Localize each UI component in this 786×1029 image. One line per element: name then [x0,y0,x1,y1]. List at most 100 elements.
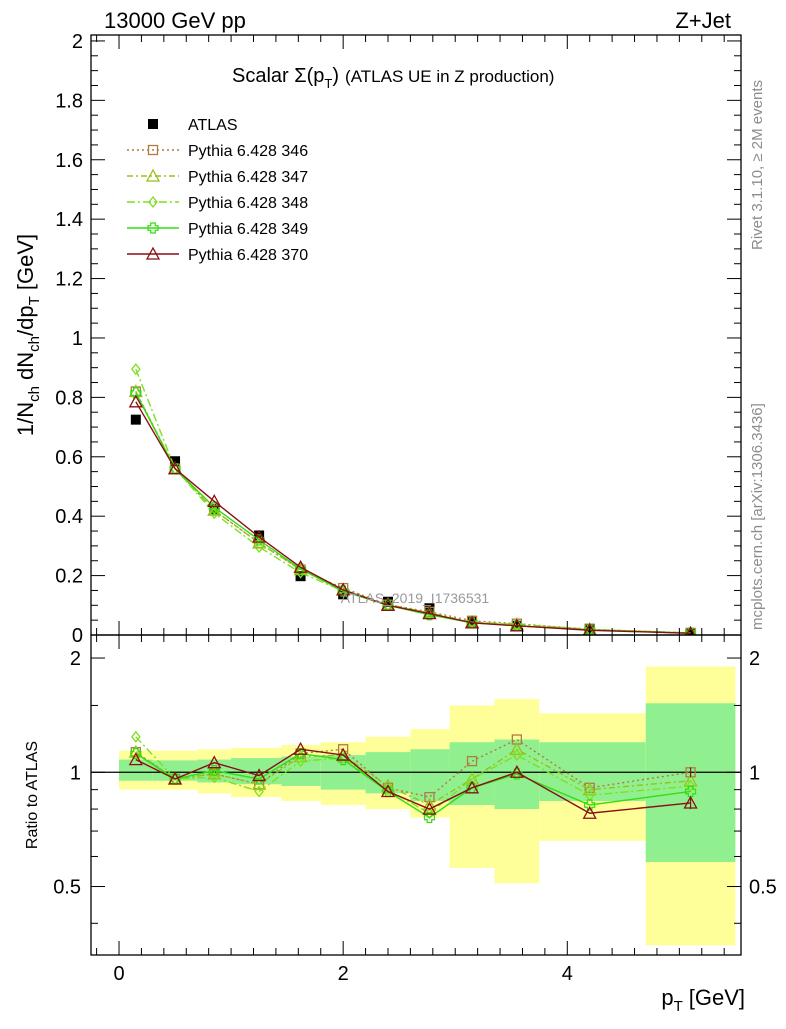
ratio-line-pythia-6-428-370 [135,748,691,814]
legend-label-atlas: ATLAS [188,117,238,134]
header-left: 13000 GeV pp [104,8,246,33]
ratio-point-pythia-6-428-370 [509,764,524,778]
legend-label-pythia-6-428-348: Pythia 6.428 348 [188,195,308,212]
ratio-point-pythia-6-428-348 [254,785,264,798]
legend-label-pythia-6-428-370: Pythia 6.428 370 [188,247,308,264]
legend-marker-pythia-6-428-348 [148,195,158,209]
ratio-point-pythia-6-428-370 [380,784,396,798]
y-tick-label: 0.6 [55,447,83,469]
ratio-point-pythia-6-428-346 [424,791,435,803]
main-series-lines [128,363,697,635]
mcplots-label: mcplots.cern.ch [arXiv:1306.3436] [749,403,766,630]
y-tick-label: 0 [72,625,83,647]
axes: 00.20.40.60.811.21.41.61.820 2 40.5 0.51 12 2 [53,31,777,985]
point-atlas [685,627,696,635]
ratio-line-pythia-6-428-348 [135,736,691,815]
y-tick-label: 1 [72,328,83,350]
legend-marker-pythia-6-428-370 [145,246,161,260]
ratio-point-pythia-6-428-348 [467,772,477,786]
ratio-point-pythia-6-428-349 [253,773,265,785]
ratio-point-pythia-6-428-349 [684,785,697,798]
ratio-point-pythia-6-428-370 [464,780,480,794]
point-pythia-6-428-370 [167,461,183,475]
ratio-point-pythia-6-428-370 [207,755,222,769]
y-tick-label: 1.8 [55,90,83,112]
point-pythia-6-428-348 [130,363,141,376]
ratio-point-pythia-6-428-348 [512,749,522,762]
ratio-point-pythia-6-428-347 [683,773,698,787]
ratio-point-pythia-6-428-347 [252,776,267,790]
point-pythia-6-428-370 [207,493,222,507]
ratio-point-pythia-6-428-348 [685,779,696,793]
ratio-point-pythia-6-428-349 [208,765,220,777]
y-tick-label: 1.2 [55,269,83,291]
point-pythia-6-428-370 [252,529,267,543]
ratio-point-pythia-6-428-347 [509,741,524,755]
y-tick-label: 0.4 [55,506,83,528]
ratio-point-pythia-6-428-370 [582,805,597,819]
ratio-tick-label-right: 2 [749,648,760,670]
point-pythia-6-428-370 [583,622,597,635]
x-tick-label: 2 [338,963,349,985]
legend-marker-pythia-6-428-347 [145,168,161,182]
band-inner [152,760,198,781]
point-pythia-6-428-370 [464,615,480,629]
y-tick-label: 1.6 [55,150,83,172]
point-atlas [295,571,306,582]
ratio-point-pythia-6-428-349 [423,811,436,824]
ratio-point-pythia-6-428-348 [295,755,306,768]
point-pythia-6-428-349 [253,534,265,546]
ratio-point-pythia-6-428-370 [167,771,183,785]
series-line-pythia-6-428-370 [135,401,691,634]
point-pythia-6-428-370 [128,394,143,408]
rivet-label: Rivet 3.1.10, ≥ 2M events [749,80,766,250]
ratio-point-pythia-6-428-370 [293,741,308,755]
ratio-point-pythia-6-428-349 [584,799,596,811]
header-right: Z+Jet [675,8,731,33]
point-atlas [130,414,141,425]
x-tick-label: 0 [113,963,124,985]
ratio-tick-label: 1 [70,762,81,784]
x-tick-label: 4 [562,963,573,985]
ratio-tick-label: 2 [70,648,81,670]
point-pythia-6-428-370 [685,625,696,635]
point-pythia-6-428-370 [380,597,396,611]
ratio-point-pythia-6-428-370 [128,752,143,766]
point-pythia-6-428-370 [336,582,351,596]
ratio-point-pythia-6-428-346 [466,755,478,767]
ratio-frame [90,634,742,956]
ratio-tick-label-right: 0.5 [749,877,777,899]
ratio-point-pythia-6-428-347 [422,797,437,811]
point-pythia-6-428-349 [294,563,307,575]
ratio-point-pythia-6-428-370 [252,768,267,782]
point-atlas [170,456,181,467]
y-tick-label: 0.8 [55,387,83,409]
legend-label-pythia-6-428-346: Pythia 6.428 346 [188,143,308,160]
ratio-point-pythia-6-428-370 [336,747,351,761]
band-inner [119,759,153,781]
ratio-series-lines [128,730,698,824]
point-pythia-6-428-349 [130,387,142,399]
ratio-line-pythia-6-428-347 [135,748,691,806]
watermark: ATLAS_2019_I1736531 [341,590,490,606]
y-tick-label: 2 [72,31,83,53]
point-atlas [382,596,393,607]
plot-title: Scalar Σ(pT) (ATLAS UE in Z production) [232,65,554,91]
ratio-y-axis-label: Ratio to ATLAS [24,741,41,849]
x-axis-label: pT [GeV] [661,985,745,1015]
point-pythia-6-428-370 [293,559,308,573]
point-pythia-6-428-370 [509,618,524,632]
y-tick-label: 0.2 [55,566,83,588]
ratio-tick-label-right: 1 [749,762,760,784]
y-tick-label: 1.4 [55,209,83,231]
ratio-tick-label: 0.5 [53,877,81,899]
point-pythia-6-428-370 [422,606,437,620]
legend-marker-pythia-6-428-349 [147,222,159,234]
legend: ATLAS Pythia 6.428 346 Pythia 6.428 347 Pyt… [127,117,308,264]
y-axis-label: 1/Nch dNch/dpT [GeV] [13,234,43,436]
ratio-point-pythia-6-428-370 [422,801,437,815]
legend-label-pythia-6-428-349: Pythia 6.428 349 [188,221,308,238]
band-inner [645,703,736,863]
ratio-point-pythia-6-428-348 [130,730,141,743]
